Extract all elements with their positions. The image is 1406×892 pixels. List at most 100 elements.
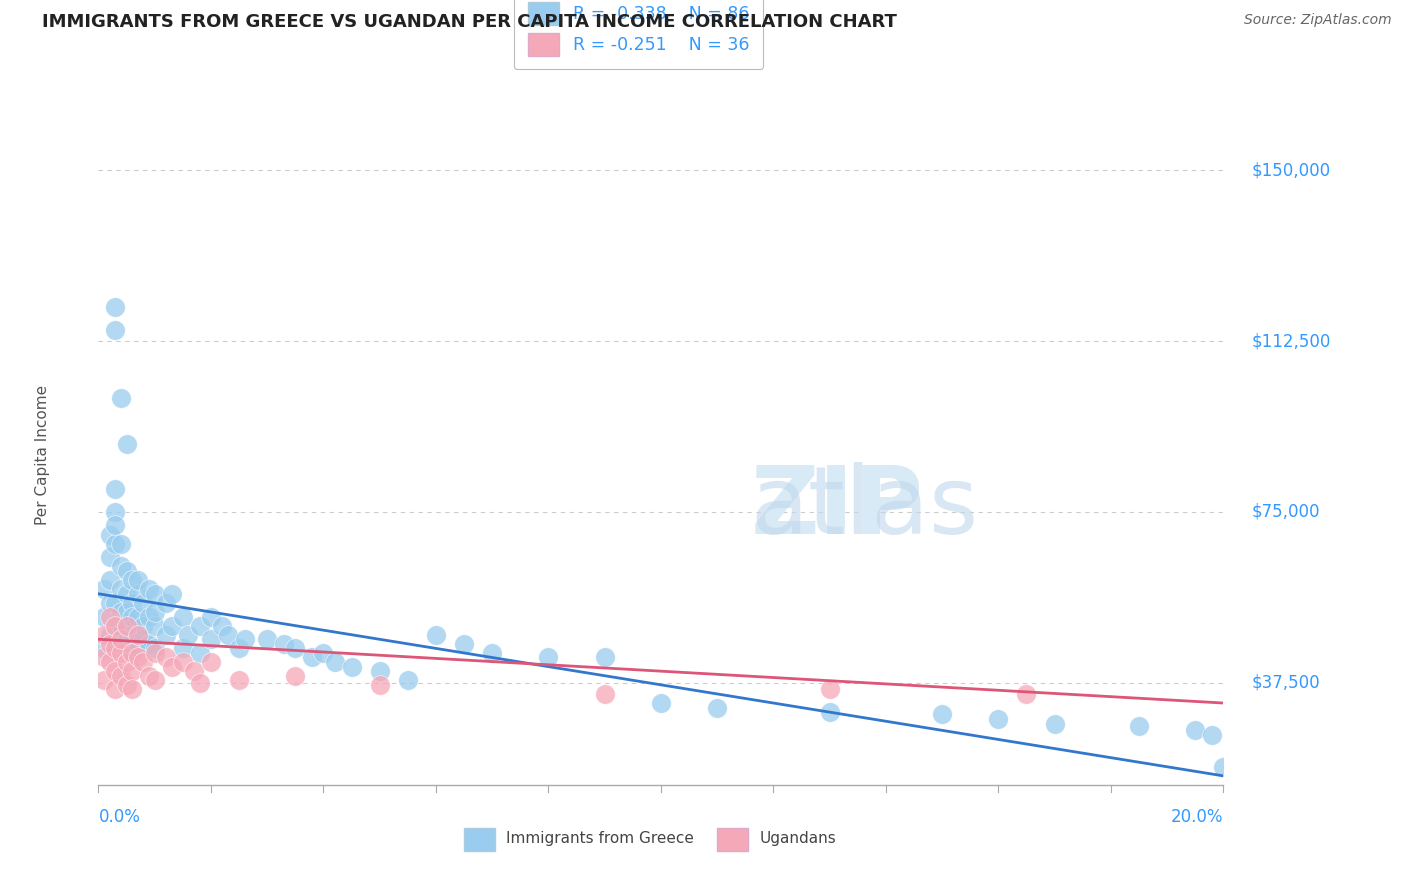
Text: $150,000: $150,000 xyxy=(1251,161,1330,179)
Point xyxy=(143,618,166,632)
Point xyxy=(188,618,211,632)
Point xyxy=(104,596,127,610)
Point xyxy=(160,587,183,601)
Point xyxy=(110,559,132,574)
Point xyxy=(233,632,256,647)
Point xyxy=(593,650,616,665)
Point xyxy=(312,646,335,660)
Point xyxy=(93,609,115,624)
Text: Per Capita Income: Per Capita Income xyxy=(35,384,49,525)
Point xyxy=(340,659,363,673)
Text: atlas: atlas xyxy=(751,462,979,554)
Point xyxy=(200,655,222,669)
Point xyxy=(228,673,250,688)
Point xyxy=(188,646,211,660)
Point xyxy=(138,609,160,624)
Point xyxy=(284,669,307,683)
Point xyxy=(284,641,307,656)
Point xyxy=(1043,716,1066,731)
Point xyxy=(396,673,419,688)
Point xyxy=(121,609,143,624)
Point xyxy=(177,628,200,642)
Point xyxy=(115,618,138,632)
Point xyxy=(104,300,127,314)
Point xyxy=(104,537,127,551)
Point xyxy=(537,650,560,665)
Point xyxy=(132,596,155,610)
Point xyxy=(1201,728,1223,742)
Point xyxy=(127,628,149,642)
Point xyxy=(143,641,166,656)
Point xyxy=(481,646,503,660)
Point xyxy=(200,632,222,647)
Point xyxy=(121,573,143,587)
Point xyxy=(987,712,1010,726)
Point xyxy=(115,436,138,450)
Point xyxy=(160,618,183,632)
Point xyxy=(323,655,346,669)
Point xyxy=(127,609,149,624)
Point xyxy=(110,632,132,647)
Point xyxy=(160,659,183,673)
Point xyxy=(104,482,127,496)
Text: IMMIGRANTS FROM GREECE VS UGANDAN PER CAPITA INCOME CORRELATION CHART: IMMIGRANTS FROM GREECE VS UGANDAN PER CA… xyxy=(42,13,897,31)
Point xyxy=(301,650,323,665)
Point xyxy=(121,682,143,697)
Point xyxy=(115,641,138,656)
Point xyxy=(127,628,149,642)
Point xyxy=(93,628,115,642)
Point xyxy=(143,605,166,619)
Point xyxy=(1015,687,1038,701)
Point xyxy=(104,664,127,678)
Point xyxy=(121,596,143,610)
Point xyxy=(121,646,143,660)
Point xyxy=(115,655,138,669)
Point xyxy=(115,678,138,692)
Point xyxy=(115,587,138,601)
Point xyxy=(256,632,278,647)
Point xyxy=(155,650,177,665)
Point xyxy=(110,669,132,683)
Point xyxy=(121,628,143,642)
Point xyxy=(104,641,127,656)
Point xyxy=(98,628,121,642)
Point xyxy=(155,628,177,642)
Point xyxy=(98,655,121,669)
Point xyxy=(132,632,155,647)
Point xyxy=(98,609,121,624)
Point xyxy=(115,605,138,619)
Point xyxy=(127,587,149,601)
Text: 20.0%: 20.0% xyxy=(1171,808,1223,826)
Point xyxy=(453,637,475,651)
Point xyxy=(143,673,166,688)
Point xyxy=(172,609,194,624)
Point xyxy=(110,391,132,405)
Point xyxy=(172,641,194,656)
Point xyxy=(211,618,233,632)
Point xyxy=(93,650,115,665)
Point xyxy=(650,696,672,710)
Point xyxy=(110,646,132,660)
Point xyxy=(127,641,149,656)
Point xyxy=(110,582,132,597)
Point xyxy=(115,632,138,647)
Text: Immigrants from Greece: Immigrants from Greece xyxy=(506,831,695,846)
Point xyxy=(1212,760,1234,774)
Point xyxy=(98,550,121,565)
Point xyxy=(368,664,391,678)
Point xyxy=(183,664,205,678)
Point xyxy=(172,655,194,669)
Point xyxy=(228,641,250,656)
Text: $75,000: $75,000 xyxy=(1251,503,1320,521)
Point xyxy=(93,673,115,688)
Legend: R = -0.338    N = 86, R = -0.251    N = 36: R = -0.338 N = 86, R = -0.251 N = 36 xyxy=(513,0,763,70)
Point xyxy=(93,641,115,656)
Point xyxy=(104,323,127,337)
Point xyxy=(127,573,149,587)
Text: Source: ZipAtlas.com: Source: ZipAtlas.com xyxy=(1244,13,1392,28)
Point xyxy=(217,628,239,642)
Point xyxy=(138,669,160,683)
Point xyxy=(200,609,222,624)
Text: $37,500: $37,500 xyxy=(1251,673,1320,691)
Point xyxy=(188,675,211,690)
